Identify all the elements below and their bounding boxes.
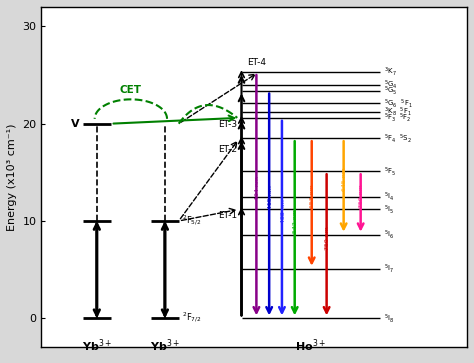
Text: ET-3: ET-3 xyxy=(218,120,237,129)
Text: ET-4: ET-4 xyxy=(247,58,266,67)
Text: $^2$F$_{5/2}$: $^2$F$_{5/2}$ xyxy=(182,214,202,228)
Text: $^5$I$_8$: $^5$I$_8$ xyxy=(384,312,394,325)
Text: 645 nm: 645 nm xyxy=(342,167,347,191)
Text: $^5$I$_5$: $^5$I$_5$ xyxy=(384,203,394,216)
Text: $^5$I$_4$: $^5$I$_4$ xyxy=(384,191,394,203)
Text: Yb$^{3+}$: Yb$^{3+}$ xyxy=(82,338,112,354)
Text: 653 nm: 653 nm xyxy=(310,184,316,208)
Text: 750 nm: 750 nm xyxy=(325,226,330,250)
Text: ET-1: ET-1 xyxy=(218,211,237,220)
Y-axis label: Energy (x10³ cm⁻¹): Energy (x10³ cm⁻¹) xyxy=(7,123,17,231)
Text: $^5$F$_3$  $^5$F$_2$: $^5$F$_3$ $^5$F$_2$ xyxy=(384,111,411,124)
Text: $^3$K$_7$: $^3$K$_7$ xyxy=(384,66,397,78)
Text: $^5$I$_6$: $^5$I$_6$ xyxy=(384,228,394,241)
Text: $^5$F$_4$  $^5$S$_2$: $^5$F$_4$ $^5$S$_2$ xyxy=(384,132,412,144)
Text: 415 nm: 415 nm xyxy=(268,185,273,209)
Text: CET: CET xyxy=(120,85,142,94)
Text: $^5$G$_4$: $^5$G$_4$ xyxy=(384,78,398,91)
Text: $^3$K$_8$  $^5$F$_1$: $^3$K$_8$ $^5$F$_1$ xyxy=(384,106,412,118)
Text: Ho$^{3+}$: Ho$^{3+}$ xyxy=(295,338,326,354)
Text: $^2$F$_{7/2}$: $^2$F$_{7/2}$ xyxy=(182,311,202,325)
Text: 488 nm: 488 nm xyxy=(281,199,286,223)
Text: $^5$F$_5$: $^5$F$_5$ xyxy=(384,165,396,178)
Text: $^5$I$_7$: $^5$I$_7$ xyxy=(384,262,394,275)
Text: $^5$G$_6$  $^5$F$_1$: $^5$G$_6$ $^5$F$_1$ xyxy=(384,97,413,110)
Text: 542 nm: 542 nm xyxy=(293,209,299,233)
Text: V: V xyxy=(71,119,80,129)
Text: 404 nm: 404 nm xyxy=(255,176,260,200)
Text: $^5$G$_5$: $^5$G$_5$ xyxy=(384,84,398,97)
Text: ET-2: ET-2 xyxy=(218,145,237,154)
Text: 750 nm: 750 nm xyxy=(359,184,365,208)
Text: Yb$^{3+}$: Yb$^{3+}$ xyxy=(150,338,180,354)
